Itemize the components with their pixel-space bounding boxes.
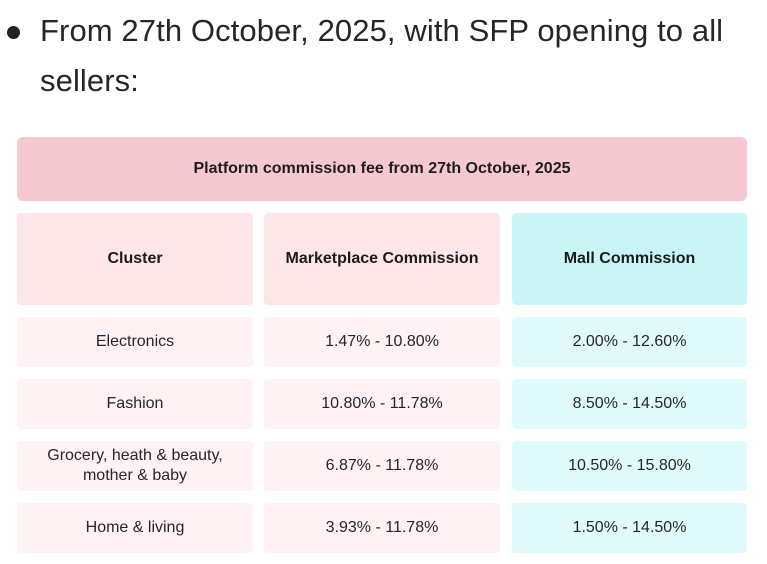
- cell-mall-commission: 2.00% - 12.60%: [512, 317, 747, 367]
- cell-mall-commission: 8.50% - 14.50%: [512, 379, 747, 429]
- cell-marketplace-commission: 6.87% - 11.78%: [264, 441, 500, 491]
- header-marketplace-commission: Marketplace Commission: [264, 213, 500, 305]
- bullet-text: From 27th October, 2025, with SFP openin…: [40, 13, 724, 98]
- header-cluster: Cluster: [17, 213, 253, 305]
- cell-mall-commission: 10.50% - 15.80%: [512, 441, 747, 491]
- header-mall-commission: Mall Commission: [512, 213, 747, 305]
- cell-cluster: Home & living: [17, 503, 253, 553]
- cell-marketplace-commission: 10.80% - 11.78%: [264, 379, 500, 429]
- cell-marketplace-commission: 1.47% - 10.80%: [264, 317, 500, 367]
- cell-marketplace-commission: 3.93% - 11.78%: [264, 503, 500, 553]
- cell-mall-commission: 1.50% - 14.50%: [512, 503, 747, 553]
- bullet-point-icon: [7, 26, 20, 39]
- cell-cluster-label: Grocery, heath & beauty, mother & baby: [47, 447, 223, 484]
- cell-cluster: Fashion: [17, 379, 253, 429]
- bullet-item: From 27th October, 2025, with SFP openin…: [0, 0, 767, 120]
- table-title: Platform commission fee from 27th Octobe…: [17, 137, 747, 201]
- cell-cluster: Electronics: [17, 317, 253, 367]
- cell-cluster: Grocery, heath & beauty, mother & baby: [17, 441, 253, 491]
